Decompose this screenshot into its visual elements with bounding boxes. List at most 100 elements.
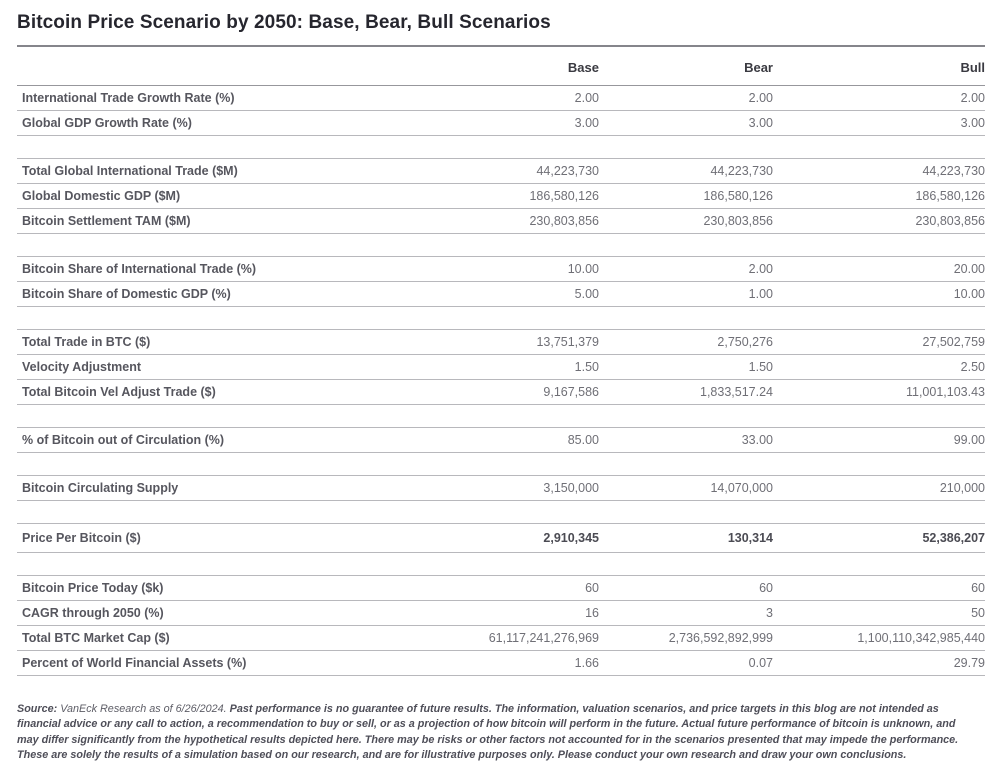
header-base: Base xyxy=(413,47,599,86)
table-row-pct-out-of-circulation: % of Bitcoin out of Circulation (%) 85.0… xyxy=(17,427,985,453)
row-label: Global GDP Growth Rate (%) xyxy=(17,110,413,136)
table-header: Base Bear Bull xyxy=(17,47,985,86)
base-value: 2.00 xyxy=(413,85,599,111)
row-label: Bitcoin Share of Domestic GDP (%) xyxy=(17,281,413,307)
section-spacer xyxy=(17,453,985,476)
base-value: 13,751,379 xyxy=(413,329,599,355)
bear-value: 2,750,276 xyxy=(599,329,773,355)
section-spacer xyxy=(17,405,985,428)
table-row-intl-trade-growth: International Trade Growth Rate (%) 2.00… xyxy=(17,85,985,111)
bull-value: 27,502,759 xyxy=(773,329,985,355)
bear-value: 130,314 xyxy=(599,523,773,553)
bull-value: 186,580,126 xyxy=(773,183,985,209)
bear-value: 0.07 xyxy=(599,650,773,676)
base-value: 186,580,126 xyxy=(413,183,599,209)
table-row-settlement-tam: Bitcoin Settlement TAM ($M) 230,803,856 … xyxy=(17,208,985,234)
row-label: Bitcoin Settlement TAM ($M) xyxy=(17,208,413,234)
row-label: Total Global International Trade ($M) xyxy=(17,158,413,184)
header-bull: Bull xyxy=(773,47,985,86)
bear-value: 1.50 xyxy=(599,354,773,380)
source-text: VanEck Research as of 6/26/2024. xyxy=(57,703,230,715)
bull-value: 44,223,730 xyxy=(773,158,985,184)
row-label: Total BTC Market Cap ($) xyxy=(17,625,413,651)
bull-value: 60 xyxy=(773,575,985,601)
bear-value: 3 xyxy=(599,600,773,626)
base-value: 1.50 xyxy=(413,354,599,380)
row-label: Percent of World Financial Assets (%) xyxy=(17,650,413,676)
section-spacer xyxy=(17,136,985,159)
base-value: 3,150,000 xyxy=(413,475,599,501)
bear-value: 44,223,730 xyxy=(599,158,773,184)
bear-value: 2.00 xyxy=(599,256,773,282)
bear-value: 1.00 xyxy=(599,281,773,307)
section-spacer xyxy=(17,501,985,524)
page-title: Bitcoin Price Scenario by 2050: Base, Be… xyxy=(17,10,985,47)
base-value: 61,117,241,276,969 xyxy=(413,625,599,651)
bear-value: 60 xyxy=(599,575,773,601)
table-row-world-financial-assets: Percent of World Financial Assets (%) 1.… xyxy=(17,650,985,676)
row-label: International Trade Growth Rate (%) xyxy=(17,85,413,111)
header-bear: Bear xyxy=(599,47,773,86)
table-row-total-trade-btc: Total Trade in BTC ($) 13,751,379 2,750,… xyxy=(17,329,985,355)
table-row-share-intl-trade: Bitcoin Share of International Trade (%)… xyxy=(17,256,985,282)
bear-value: 33.00 xyxy=(599,427,773,453)
bear-value: 1,833,517.24 xyxy=(599,379,773,405)
section-spacer xyxy=(17,234,985,257)
table-row-price-per-bitcoin: Price Per Bitcoin ($) 2,910,345 130,314 … xyxy=(17,523,985,553)
bear-value: 230,803,856 xyxy=(599,208,773,234)
table-row-gdp-growth: Global GDP Growth Rate (%) 3.00 3.00 3.0… xyxy=(17,110,985,136)
bull-value: 230,803,856 xyxy=(773,208,985,234)
base-value: 85.00 xyxy=(413,427,599,453)
table-row-market-cap: Total BTC Market Cap ($) 61,117,241,276,… xyxy=(17,625,985,651)
base-value: 3.00 xyxy=(413,110,599,136)
scenario-table: Base Bear Bull International Trade Growt… xyxy=(17,47,985,676)
bull-value: 2.50 xyxy=(773,354,985,380)
table-row-share-domestic-gdp: Bitcoin Share of Domestic GDP (%) 5.00 1… xyxy=(17,281,985,307)
base-value: 5.00 xyxy=(413,281,599,307)
table-row-circulating-supply: Bitcoin Circulating Supply 3,150,000 14,… xyxy=(17,475,985,501)
bull-value: 2.00 xyxy=(773,85,985,111)
row-label: Bitcoin Price Today ($k) xyxy=(17,575,413,601)
bull-value: 3.00 xyxy=(773,110,985,136)
row-label: Total Trade in BTC ($) xyxy=(17,329,413,355)
section-spacer xyxy=(17,307,985,330)
base-value: 2,910,345 xyxy=(413,523,599,553)
bull-value: 1,100,110,342,985,440 xyxy=(773,625,985,651)
bear-value: 2,736,592,892,999 xyxy=(599,625,773,651)
table-row-cagr: CAGR through 2050 (%) 16 3 50 xyxy=(17,600,985,626)
source-label: Source: xyxy=(17,703,58,715)
source-disclaimer: Source: VanEck Research as of 6/26/2024.… xyxy=(17,702,979,763)
section-spacer xyxy=(17,553,985,576)
base-value: 10.00 xyxy=(413,256,599,282)
base-value: 9,167,586 xyxy=(413,379,599,405)
table-row-global-intl-trade: Total Global International Trade ($M) 44… xyxy=(17,158,985,184)
table-row-velocity-adjustment: Velocity Adjustment 1.50 1.50 2.50 xyxy=(17,354,985,380)
bull-value: 52,386,207 xyxy=(773,523,985,553)
table-row-global-domestic-gdp: Global Domestic GDP ($M) 186,580,126 186… xyxy=(17,183,985,209)
base-value: 16 xyxy=(413,600,599,626)
row-label: CAGR through 2050 (%) xyxy=(17,600,413,626)
bull-value: 50 xyxy=(773,600,985,626)
row-label: Velocity Adjustment xyxy=(17,354,413,380)
base-value: 1.66 xyxy=(413,650,599,676)
bear-value: 186,580,126 xyxy=(599,183,773,209)
table-row-vel-adjust-trade: Total Bitcoin Vel Adjust Trade ($) 9,167… xyxy=(17,379,985,405)
row-label: Bitcoin Circulating Supply xyxy=(17,475,413,501)
row-label: % of Bitcoin out of Circulation (%) xyxy=(17,427,413,453)
bull-value: 11,001,103.43 xyxy=(773,379,985,405)
bull-value: 20.00 xyxy=(773,256,985,282)
header-label-column xyxy=(17,47,413,86)
bull-value: 210,000 xyxy=(773,475,985,501)
base-value: 44,223,730 xyxy=(413,158,599,184)
page-container: Bitcoin Price Scenario by 2050: Base, Be… xyxy=(17,10,985,763)
row-label: Bitcoin Share of International Trade (%) xyxy=(17,256,413,282)
bull-value: 29.79 xyxy=(773,650,985,676)
table-row-price-today: Bitcoin Price Today ($k) 60 60 60 xyxy=(17,575,985,601)
bull-value: 10.00 xyxy=(773,281,985,307)
header-row: Base Bear Bull xyxy=(17,47,985,86)
row-label: Price Per Bitcoin ($) xyxy=(17,523,413,553)
bull-value: 99.00 xyxy=(773,427,985,453)
base-value: 60 xyxy=(413,575,599,601)
bear-value: 14,070,000 xyxy=(599,475,773,501)
disclaimer-text: Past performance is no guarantee of futu… xyxy=(17,703,959,761)
